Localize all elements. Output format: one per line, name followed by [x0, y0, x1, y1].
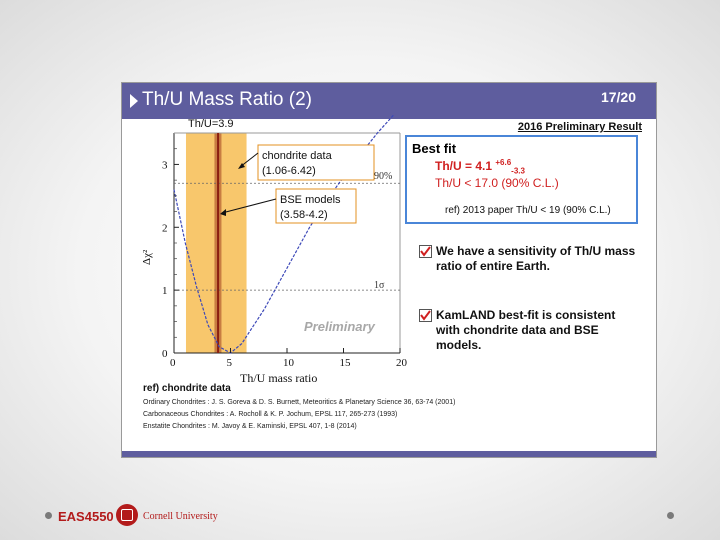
left-dot-icon [45, 512, 52, 519]
university-name: Cornell University [143, 511, 218, 522]
references-title: ref) chondrite data [143, 383, 231, 394]
references: ref) chondrite data Ordinary Chondrites … [143, 383, 643, 430]
x-tick-label: 10 [283, 357, 295, 369]
reference-line: Carbonaceous Chondrites : A. Rocholl & K… [143, 411, 398, 418]
title-bar: Th/U Mass Ratio (2) 17/20 [122, 83, 656, 119]
bse-callout: BSE models (3.58-4.2) [220, 188, 357, 224]
slide-title: Th/U Mass Ratio (2) [142, 89, 312, 110]
y-tick-label: 3 [162, 159, 168, 171]
bse-label: BSE models [280, 194, 341, 206]
checkbox-icon [419, 245, 432, 258]
y-axis-label: Δχ² [141, 249, 153, 265]
y-tick-label: 0 [162, 348, 168, 360]
x-tick-label: 0 [170, 357, 176, 369]
x-tick-label: 15 [340, 357, 352, 369]
best-fit-title: Best fit [412, 141, 457, 156]
marker-label: Th/U=3.9 [188, 118, 234, 130]
sigma-label: 1σ [374, 280, 385, 291]
bse-range: (3.58-4.2) [280, 209, 328, 221]
cl90-label: 90% [374, 171, 392, 182]
x-tick-label: 20 [396, 357, 408, 369]
bullet-text: KamLAND best-fit is consistent with chon… [436, 308, 616, 352]
delta-chi2-curve [173, 115, 395, 354]
best-fit-lower-error: -3.3 [511, 166, 525, 176]
chondrite-label: chondrite data [262, 150, 333, 162]
x-tick-label: 5 [227, 357, 233, 369]
course-logo: EAS4550 [58, 509, 114, 524]
checkbox-icon [419, 309, 432, 322]
best-fit-upper-error: +6.6 [495, 158, 512, 167]
bullet-text: We have a sensitivity of Th/U mass ratio… [436, 244, 636, 273]
x-axis-label: Th/U mass ratio [240, 371, 317, 385]
preliminary-watermark: Preliminary [304, 319, 376, 334]
triangle-bullet-icon [130, 94, 138, 108]
best-fit-value: Th/U = 4.1 +6.6-3.3 [435, 158, 525, 175]
y-tick-label: 1 [162, 285, 168, 297]
reference-line: Enstatite Chondrites : M. Javoy & E. Kam… [143, 423, 357, 430]
best-fit-main: Th/U = 4.1 [435, 159, 496, 173]
best-fit-reference: ref) 2013 paper Th/U < 19 (90% C.L.) [445, 205, 611, 216]
result-tagline: 2016 Preliminary Result [517, 121, 642, 133]
right-dot-icon [667, 512, 674, 519]
best-fit-limit: Th/U < 17.0 (90% C.L.) [435, 176, 559, 190]
best-fit-box: Best fit Th/U = 4.1 +6.6-3.3 Th/U < 17.0… [405, 135, 638, 224]
chondrite-range: (1.06-6.42) [262, 165, 316, 177]
chondrite-callout: chondrite data (1.06-6.42) [238, 144, 375, 181]
reference-line: Ordinary Chondrites : J. S. Goreva & D. … [143, 399, 456, 406]
page-number: 17/20 [600, 89, 636, 105]
university-seal-icon [116, 504, 138, 526]
delta-chi2-chart: 0 5 10 15 20 0 1 2 3 Th/U=3.9 chondrite data (1.… [141, 115, 408, 385]
bottom-strip [122, 451, 656, 457]
slide: Th/U Mass Ratio (2) 17/20 2016 Prelimina… [121, 82, 657, 458]
y-tick-label: 2 [162, 222, 168, 234]
